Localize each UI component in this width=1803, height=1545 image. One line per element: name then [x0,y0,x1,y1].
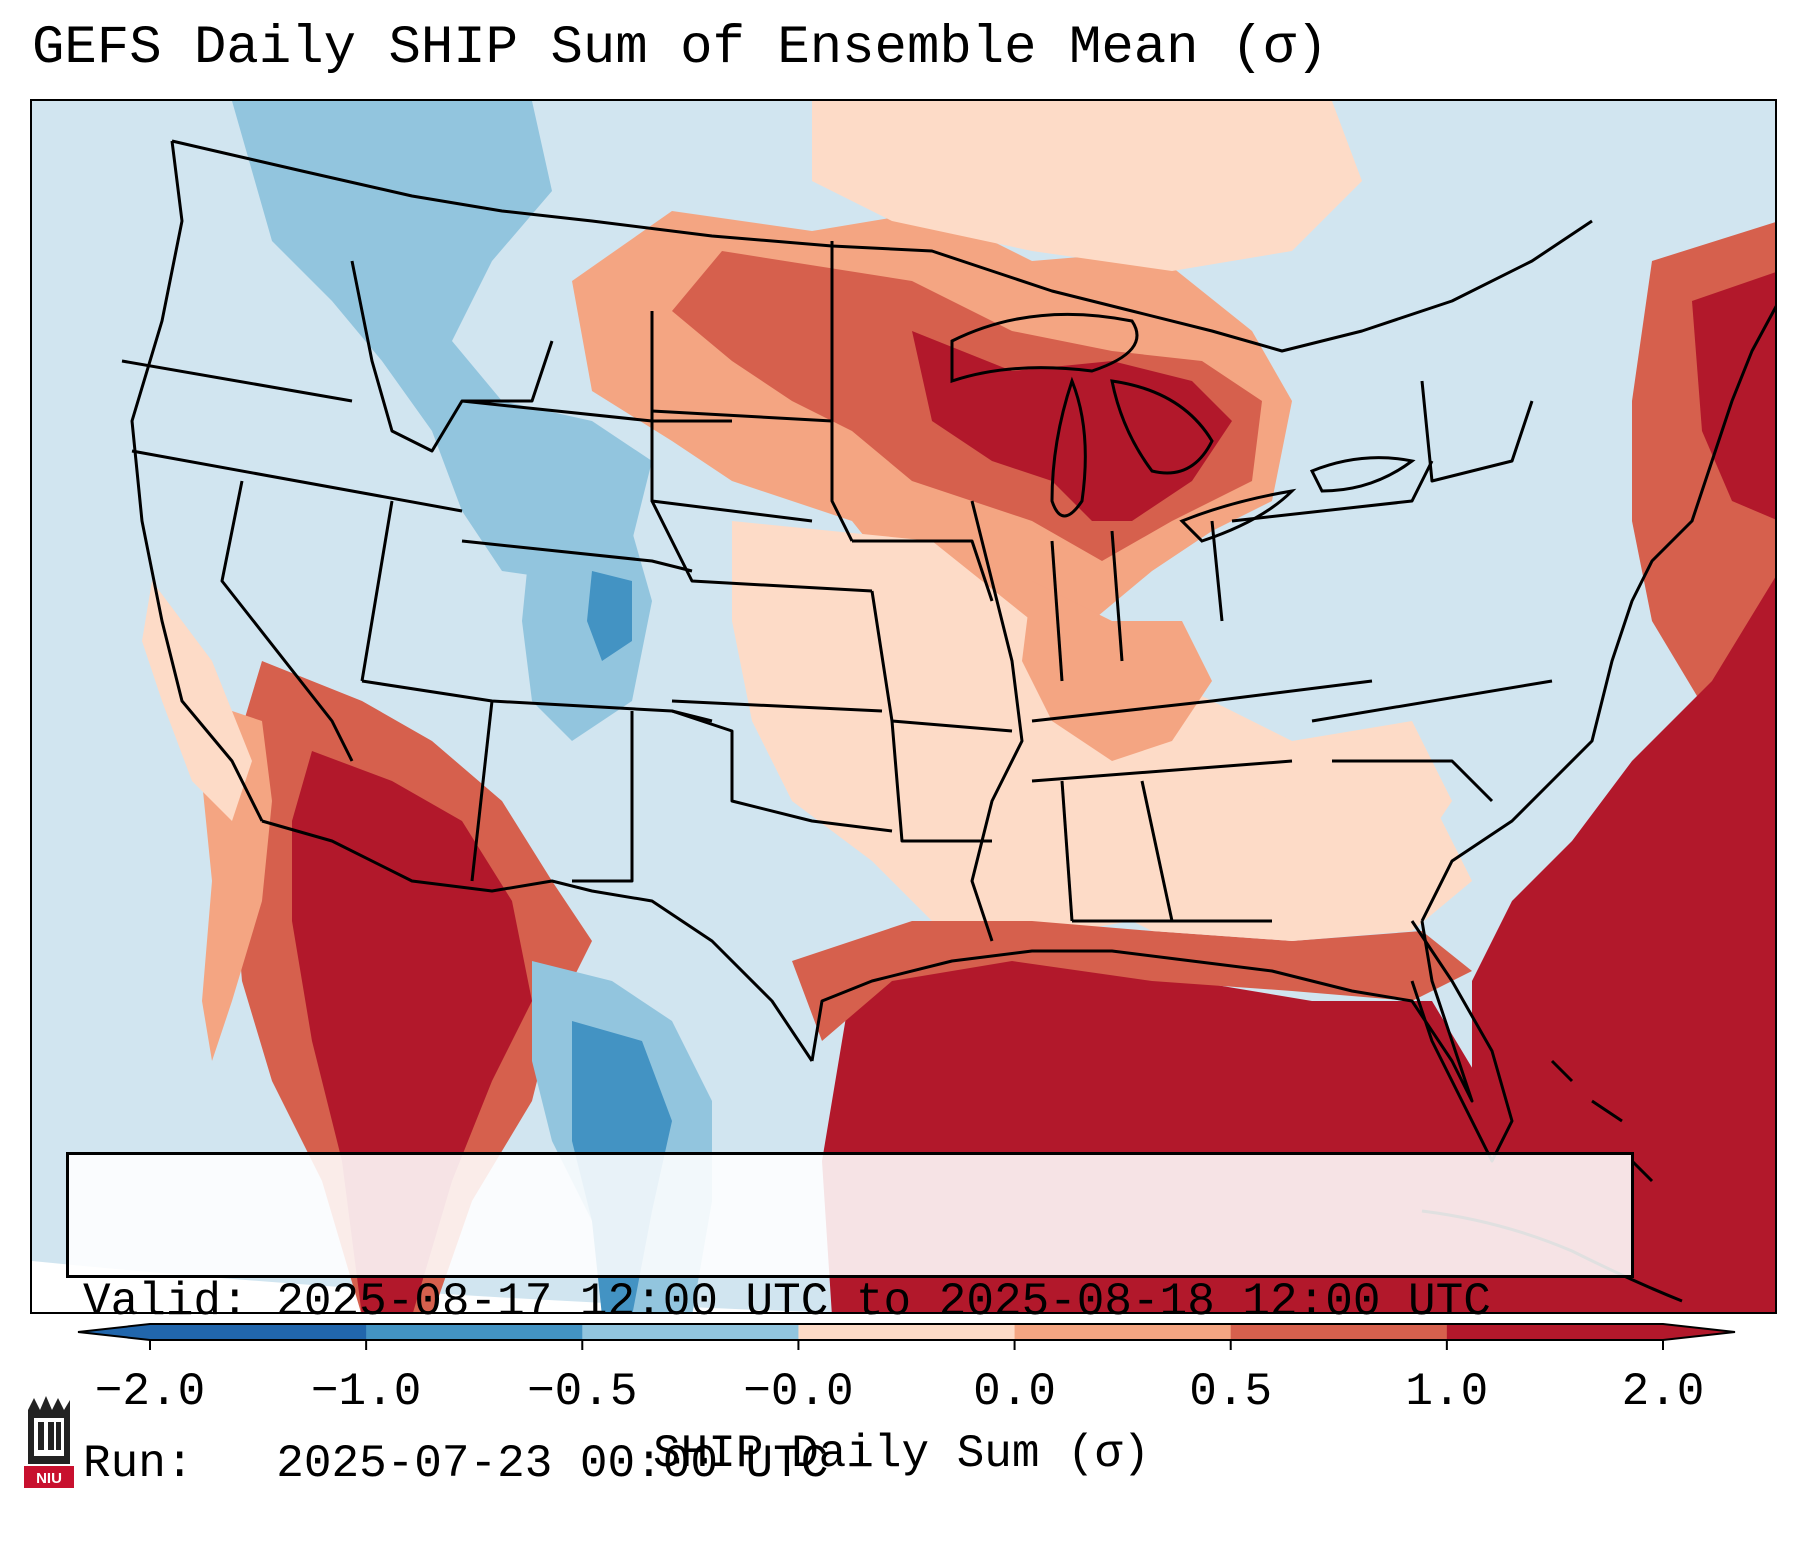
border-az-nm [470,700,494,882]
great-lakes [950,312,1416,543]
border-id-mt [350,260,554,453]
us-mexico-border [261,819,814,1062]
lake-erie [1179,488,1297,543]
border-va-nc [1311,679,1553,723]
valid-label: Valid: [83,1276,249,1328]
run-line: Run: 2025-07-23 00:00 UTC [83,1437,1617,1491]
anomaly-hudson [812,101,1362,271]
border-il-in [1050,540,1064,682]
border-tn-al-ms [1031,759,1293,783]
colorbar-tick-label: 0.0 [973,1366,1056,1418]
border-nm-tx [572,711,634,883]
anomaly-colorado-cool [522,521,652,741]
anomaly-gulf-coast [792,921,1472,1041]
colorbar-tick-label: −1.0 [310,1366,422,1418]
border-al-ga [1140,780,1174,922]
colorbar-tick-label: 1.0 [1405,1366,1489,1418]
colorbar-segments [77,1323,1736,1341]
colorbar-tick-label: 2.0 [1621,1366,1705,1418]
border-wy-co [461,539,693,573]
anomaly-atlantic [1412,577,1775,1312]
east-coast [1420,305,1775,922]
colorbar-tickmarks [149,1340,1664,1350]
map-canvas [32,101,1775,1312]
border-nd-sd [651,409,833,423]
border-ok-tx [671,709,893,833]
colorbar-tick-labels: −2.0 −1.0 −0.5 −0.0 0.0 0.5 1.0 2.0 [0,1366,1803,1426]
colorbar-tick-label: −0.0 [743,1366,854,1418]
anomaly-colorado-core [587,571,632,661]
border-nc-sc [1332,759,1494,803]
state-boundaries [121,139,1775,1163]
chart-title: GEFS Daily SHIP Sum of Ensemble Mean (σ) [32,18,1329,79]
border-ks-ok [671,699,883,713]
border-or-ca-nv [131,449,463,513]
border-ms-al [1060,780,1074,922]
us-canada-border [171,139,1593,353]
colorbar-label: SHIP Daily Sum (σ) [653,1428,1150,1480]
colorbar-tick-label: −2.0 [94,1366,206,1418]
colorbar-segment [366,1324,583,1340]
colorbar-segment [150,1324,367,1340]
lake-michigan [1050,376,1087,518]
bahamas [1550,1059,1654,1183]
lake-ontario [1309,456,1416,493]
valid-line: Valid: 2025-08-17 12:00 UTC to 2025-08-1… [83,1275,1617,1329]
colorbar [77,1323,1736,1350]
anomaly-southeast-land [1062,791,1472,941]
gulf-coast [810,920,1474,1103]
border-new-england [1420,380,1534,483]
colorbar-tick-label: −0.5 [527,1366,638,1418]
border-dakotas [650,311,813,523]
border-in-oh [1110,530,1124,662]
colorbar-segment [1446,1324,1664,1340]
florida [1410,920,1514,1163]
border-wa-or [121,359,353,403]
lake-huron [1110,379,1214,475]
projection-edge [32,1261,813,1312]
map-panel [30,99,1777,1314]
run-label: Run: [83,1438,194,1490]
border-mississippi-river [970,500,1024,942]
colorbar-extend-high [1663,1324,1735,1340]
colorbar-extend-low [78,1324,150,1340]
run-value: 2025-07-23 00:00 UTC [276,1438,829,1490]
logo-text: NIU [36,1470,62,1487]
west-coast [130,140,264,822]
border-ut-co-az-nm [361,679,713,723]
valid-run-info-box: Valid: 2025-08-17 12:00 UTC to 2025-08-1… [66,1152,1634,1490]
border-ky-tn [1031,679,1373,723]
colorbar-segment [798,1324,1016,1340]
valid-value: 2025-08-17 12:00 UTC to 2025-08-18 12:00… [276,1276,1491,1328]
border-mn-wi [830,241,854,542]
border-ny-pa [1231,460,1434,523]
anomaly-california-coast [142,581,252,821]
anomaly-northwest-cool [232,101,652,581]
border-ia-mo [852,539,994,602]
border-nv-ut [360,500,394,682]
university-tower-icon: NIU [24,1396,74,1488]
lake-superior [950,312,1139,384]
colorbar-segment [1014,1324,1232,1340]
colorbar-tick-label: 0.5 [1189,1366,1273,1418]
border-ar-la [890,720,992,843]
anomaly-wisconsin-core [912,331,1232,521]
colorbar-segment [1230,1324,1448,1340]
colorbar-segment [582,1324,799,1340]
border-ne-ks [650,500,873,593]
border-ca-nv [220,480,354,762]
